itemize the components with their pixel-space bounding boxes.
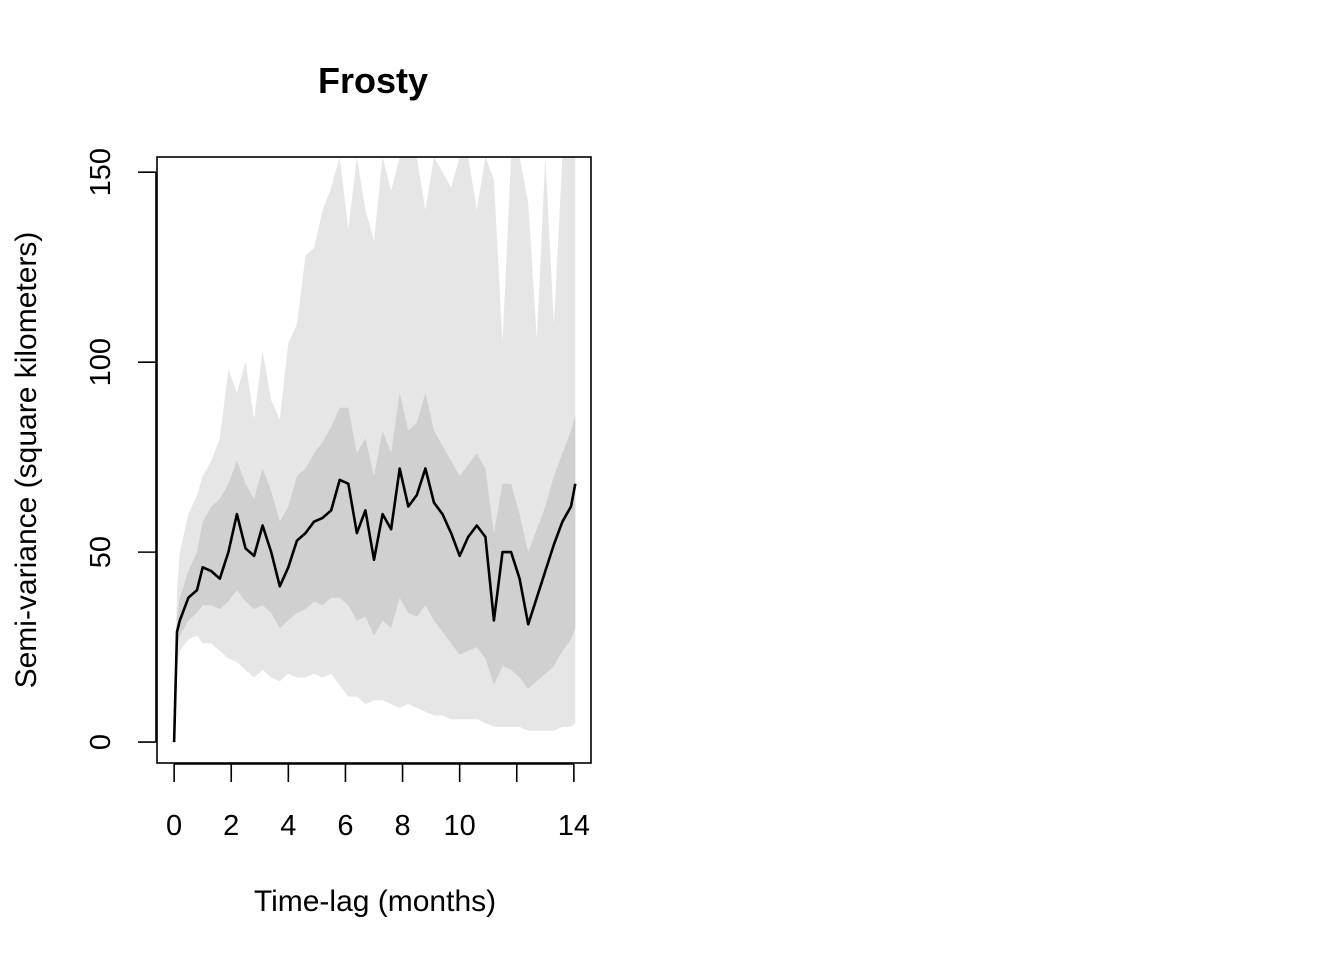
- plot-area: [172, 157, 577, 743]
- plot-frame: [156, 156, 592, 764]
- x-axis-label: Time-lag (months): [254, 885, 496, 918]
- x-tick-label: 14: [558, 810, 590, 842]
- y-axis: 0 50 100 150: [85, 148, 157, 750]
- y-tick-label: 100: [85, 338, 117, 386]
- chart-title: Frosty: [318, 60, 428, 101]
- y-tick-label: 150: [85, 148, 117, 196]
- x-tick-label: 4: [280, 810, 296, 842]
- x-tick-label: 2: [223, 810, 239, 842]
- x-tick-label: 6: [337, 810, 353, 842]
- x-tick-label: 10: [444, 810, 476, 842]
- inner-confidence-band: [174, 392, 576, 743]
- y-tick-label: 0: [85, 734, 117, 750]
- semi-variance-line: [172, 467, 577, 743]
- y-tick-label: 50: [85, 536, 117, 568]
- x-tick-label: 0: [166, 810, 182, 842]
- x-axis: 0 2 4 6 8 10 14: [166, 763, 590, 842]
- x-tick-label: 8: [394, 810, 410, 842]
- y-axis-label: Semi-variance (square kilometers): [10, 232, 43, 689]
